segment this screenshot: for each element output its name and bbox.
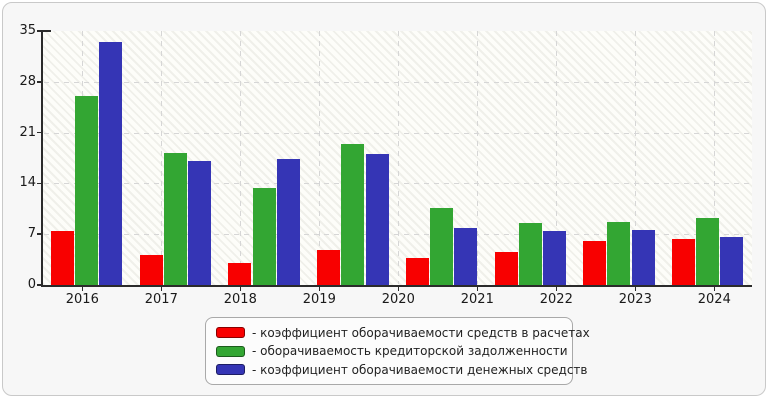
h-gridline (44, 183, 751, 185)
bar-red-4 (405, 258, 429, 285)
y-tick-mark (37, 81, 43, 83)
x-tick-mark (713, 287, 716, 291)
y-tick-label-0: 0 (27, 277, 36, 292)
x-tick-label-2022: 2022 (539, 292, 573, 307)
v-gridline (556, 31, 558, 284)
bar-blue-0 (99, 41, 123, 285)
v-gridline (635, 31, 637, 284)
bar-red-0 (51, 231, 74, 285)
legend-swatch-red (216, 327, 245, 338)
legend-label: - оборачиваемость кредиторской задолженн… (252, 344, 568, 358)
legend-label: - коэффициент оборачиваемости денежных с… (252, 362, 588, 377)
x-tick-label-2020: 2020 (381, 292, 415, 307)
bar-green-2 (252, 188, 276, 285)
bar-green-1 (163, 152, 187, 285)
legend: - коэффициент оборачиваемости средств в … (205, 317, 590, 385)
y-tick-label-7: 7 (27, 226, 36, 242)
plot-area (43, 31, 752, 285)
y-tick-label-21: 21 (19, 124, 36, 140)
v-gridline (398, 31, 400, 284)
bar-red-1 (139, 255, 163, 285)
legend-item-receivables-turnover: - коэффициент оборачиваемости средств в … (216, 326, 590, 340)
y-tick-mark (37, 182, 43, 185)
y-tick-mark (37, 131, 43, 134)
x-tick-mark (476, 287, 479, 291)
bar-blue-6 (631, 229, 655, 285)
x-axis-line (41, 285, 752, 287)
x-tick-mark (318, 287, 321, 291)
y-tick-label-14: 14 (19, 175, 36, 191)
legend-swatch-green (216, 345, 245, 357)
x-tick-mark (81, 287, 84, 291)
h-gridline (44, 234, 751, 236)
bar-green-0 (75, 96, 99, 285)
bar-green-7 (696, 218, 720, 285)
bar-green-6 (607, 221, 631, 285)
y-axis-line (41, 30, 43, 287)
y-tick-mark (37, 30, 43, 32)
x-tick-label-2018: 2018 (223, 292, 257, 307)
bar-green-4 (430, 208, 453, 285)
v-gridline (714, 31, 716, 284)
bar-green-3 (341, 144, 365, 285)
y-tick-label-35: 35 (19, 23, 36, 38)
x-tick-mark (160, 287, 163, 291)
x-tick-label-2023: 2023 (618, 292, 652, 307)
bar-blue-5 (542, 230, 566, 285)
x-tick-label-2017: 2017 (144, 292, 178, 307)
x-tick-mark (555, 287, 558, 291)
y-tick-mark (37, 233, 43, 235)
y-tick-label-28: 28 (19, 73, 36, 89)
x-tick-label-2016: 2016 (65, 292, 99, 307)
bar-red-7 (671, 239, 695, 285)
bar-red-2 (228, 263, 252, 285)
h-gridline (44, 81, 751, 83)
legend-label: - коэффициент оборачиваемости средств в … (252, 325, 590, 340)
bar-green-5 (518, 222, 542, 285)
x-tick-mark (239, 287, 242, 291)
v-gridline (477, 31, 479, 284)
v-gridline (240, 31, 242, 284)
bar-blue-2 (276, 158, 300, 285)
v-gridline (319, 31, 321, 284)
bar-blue-4 (454, 227, 478, 285)
v-gridline (161, 31, 163, 284)
h-gridline (44, 132, 751, 134)
y-axis-top-cap (43, 30, 51, 32)
bar-red-3 (317, 250, 341, 285)
bar-blue-3 (365, 154, 389, 285)
bar-red-5 (494, 251, 518, 285)
legend-item-cash-turnover: - коэффициент оборачиваемости денежных с… (216, 363, 588, 377)
x-tick-label-2021: 2021 (460, 292, 494, 307)
x-tick-mark (397, 287, 400, 291)
bar-red-6 (583, 241, 607, 285)
legend-swatch-blue (216, 364, 245, 375)
bar-blue-7 (720, 237, 744, 285)
y-tick-mark (37, 284, 43, 286)
legend-item-payables-turnover: - оборачиваемость кредиторской задолженн… (216, 344, 568, 358)
bar-blue-1 (188, 160, 212, 285)
x-tick-label-2019: 2019 (302, 292, 336, 307)
figure-card: 2016 2017 2018 2019 2020 2021 2022 2023 2024 0 7 14… (2, 2, 766, 396)
x-tick-label-2024: 2024 (697, 292, 731, 307)
x-tick-mark (634, 287, 637, 291)
